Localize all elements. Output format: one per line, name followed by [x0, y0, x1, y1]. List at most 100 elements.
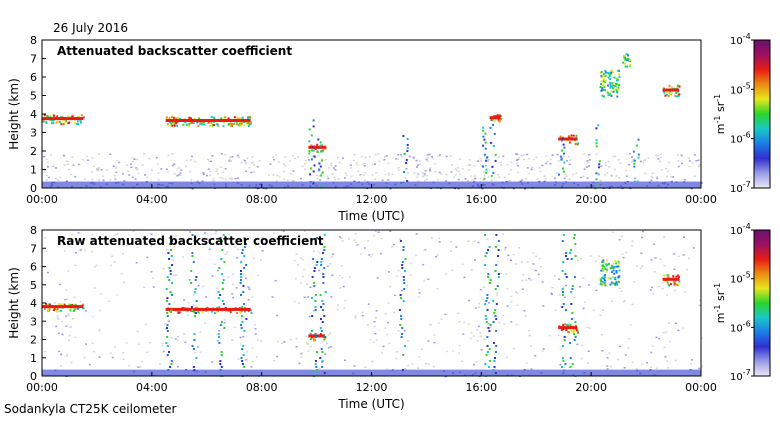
streak-pixel [562, 234, 565, 236]
streak-pixel [571, 288, 574, 290]
layer-pixel [52, 119, 55, 122]
noise-pixel [298, 302, 300, 304]
noise-pixel [658, 337, 661, 340]
streak-pixel [485, 321, 488, 323]
layer-pixel [493, 115, 495, 117]
noise-pixel [690, 359, 693, 361]
noise-pixel [347, 238, 350, 240]
streak-pixel [320, 330, 323, 332]
streak-pixel [313, 372, 316, 374]
noise-pixel [690, 187, 693, 190]
noise-pixel [451, 269, 454, 272]
noise-pixel [172, 259, 175, 261]
streak-pixel [190, 282, 193, 284]
noise-pixel [63, 164, 66, 166]
layer-pixel [212, 116, 215, 119]
noise-pixel [280, 342, 283, 345]
noise-pixel [700, 337, 703, 339]
noise-pixel [649, 289, 652, 291]
y-tick-label: 5 [30, 279, 37, 292]
streak-pixel [168, 303, 171, 305]
noise-pixel [478, 302, 480, 305]
layer-pixel [604, 79, 607, 82]
noise-pixel [600, 165, 603, 168]
noise-pixel [136, 246, 139, 249]
streak-pixel [193, 315, 196, 317]
streak-pixel [563, 161, 566, 164]
noise-pixel [699, 299, 702, 302]
noise-pixel [635, 368, 638, 370]
layer-pixel [186, 123, 188, 126]
noise-pixel [65, 355, 68, 358]
streak-pixel [241, 363, 244, 365]
layer-pixel [209, 124, 212, 127]
streak-pixel [402, 246, 405, 248]
noise-pixel [129, 163, 132, 165]
noise-pixel [672, 176, 675, 178]
noise-pixel [45, 250, 48, 252]
streak-pixel [595, 145, 598, 148]
noise-pixel [192, 304, 195, 306]
noise-pixel [422, 263, 425, 266]
streak-pixel [218, 336, 220, 338]
x-tick-label: 04:00 [136, 193, 168, 206]
noise-pixel [343, 307, 346, 309]
streak-pixel [218, 306, 221, 308]
layer-pixel [50, 122, 53, 125]
streak-pixel [323, 246, 326, 248]
noise-pixel [517, 165, 520, 167]
noise-pixel [231, 293, 234, 295]
layer-pixel [165, 116, 168, 119]
noise-pixel [100, 169, 103, 171]
streak-pixel [485, 300, 488, 302]
layer-pixel [499, 118, 501, 121]
noise-pixel [74, 264, 77, 266]
noise-pixel [180, 169, 183, 171]
noise-pixel [535, 255, 537, 258]
noise-pixel [221, 177, 224, 180]
noise-pixel [587, 154, 590, 156]
streak-pixel [485, 159, 488, 162]
noise-pixel [468, 299, 471, 302]
noise-pixel [66, 354, 68, 356]
noise-pixel [663, 264, 666, 267]
layer-pixel [603, 86, 606, 88]
colorbar-unit: m-1 sr-1 [713, 94, 727, 134]
layer-pixel [599, 278, 602, 281]
noise-pixel [642, 230, 644, 233]
streak-pixel [559, 155, 562, 158]
streak-pixel [402, 354, 405, 356]
noise-pixel [121, 252, 124, 255]
layer-pixel [54, 114, 57, 117]
streak-pixel [243, 303, 246, 305]
layer-pixel [52, 122, 55, 125]
layer-pixel [52, 309, 55, 312]
noise-pixel [254, 328, 257, 330]
noise-pixel [60, 238, 63, 240]
streak-pixel [489, 282, 491, 284]
streak-pixel [398, 309, 401, 311]
noise-pixel [404, 177, 407, 179]
noise-pixel [156, 163, 159, 166]
streak-pixel [319, 165, 322, 168]
noise-pixel [173, 246, 176, 248]
noise-pixel [97, 167, 100, 170]
layer-pixel [612, 276, 614, 279]
x-tick-label: 00:00 [685, 381, 717, 394]
layer-pixel [610, 94, 613, 97]
noise-pixel [395, 357, 398, 360]
streak-pixel [191, 345, 194, 347]
layer-pixel [236, 116, 239, 119]
layer-core [42, 305, 84, 309]
streak-pixel [220, 258, 223, 260]
noise-pixel [655, 154, 658, 157]
noise-pixel [175, 274, 178, 276]
layer-pixel [615, 265, 618, 268]
noise-pixel [144, 174, 146, 176]
layer-pixel [238, 117, 241, 120]
noise-pixel [307, 296, 310, 298]
layer-pixel [609, 93, 612, 96]
noise-pixel [395, 275, 398, 277]
streak-pixel [402, 300, 405, 302]
noise-pixel [150, 169, 153, 171]
